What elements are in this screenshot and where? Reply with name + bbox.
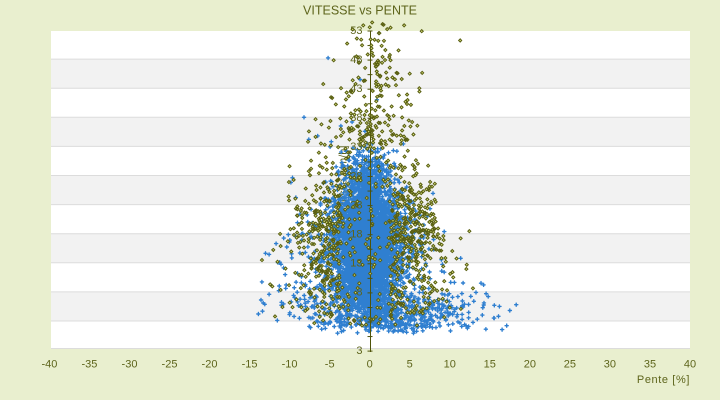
svg-text:10: 10 [444, 359, 456, 371]
svg-text:-15: -15 [242, 359, 258, 371]
svg-text:-25: -25 [162, 359, 178, 371]
svg-text:15: 15 [484, 359, 496, 371]
svg-text:30: 30 [604, 359, 616, 371]
svg-text:53: 53 [350, 25, 362, 37]
svg-text:Pente [%]: Pente [%] [637, 374, 690, 386]
svg-text:0: 0 [367, 359, 373, 371]
svg-text:-20: -20 [202, 359, 218, 371]
svg-text:-35: -35 [81, 359, 97, 371]
svg-text:13: 13 [350, 258, 362, 270]
svg-text:-5: -5 [325, 359, 335, 371]
svg-text:-40: -40 [41, 359, 57, 371]
svg-text:-30: -30 [122, 359, 138, 371]
svg-text:8: 8 [356, 287, 362, 299]
svg-text:3: 3 [356, 316, 362, 328]
svg-text:25: 25 [564, 359, 576, 371]
svg-text:35: 35 [644, 359, 656, 371]
svg-text:VITESSE vs PENTE: VITESSE vs PENTE [303, 4, 417, 18]
svg-text:18: 18 [350, 229, 362, 241]
svg-text:3: 3 [356, 345, 362, 357]
svg-text:20: 20 [524, 359, 536, 371]
svg-text:5: 5 [407, 359, 413, 371]
svg-text:40: 40 [684, 359, 696, 371]
svg-text:-10: -10 [282, 359, 298, 371]
